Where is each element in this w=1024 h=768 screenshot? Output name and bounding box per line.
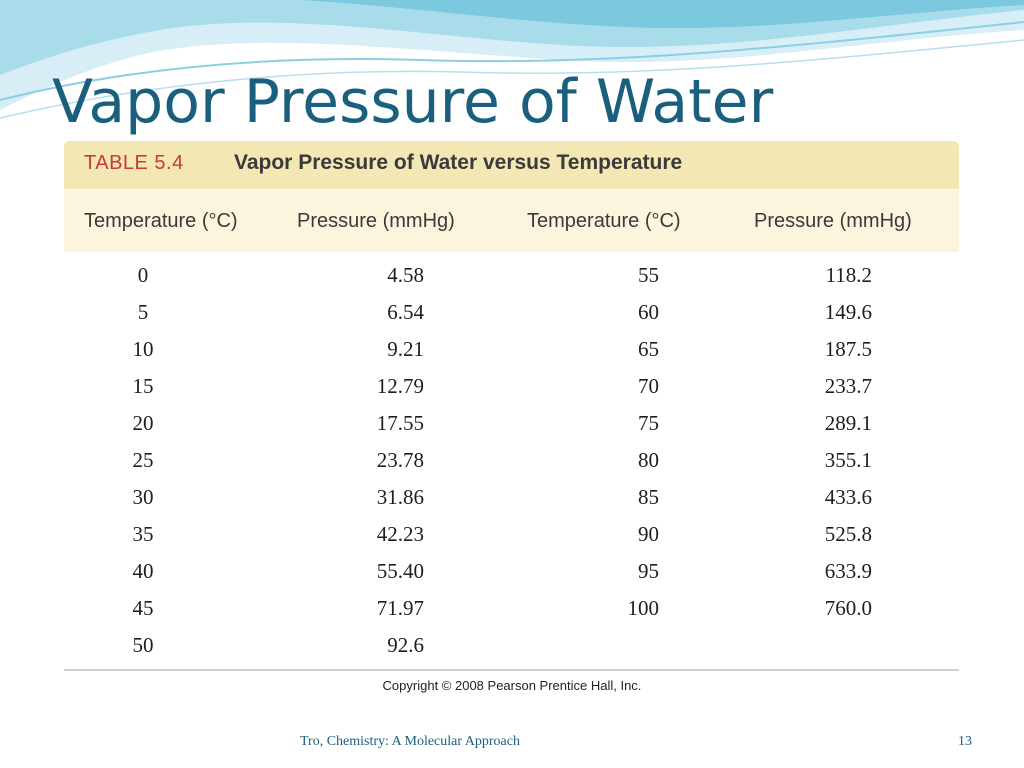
table-row: 35 42.23 90 525.8 [64,518,959,555]
cell-temperature: 5 [137,300,149,324]
cell-temperature: 55 [638,263,659,287]
table-caption: TABLE 5.4 Vapor Pressure of Water versus… [64,141,959,189]
cell-temperature: 15 [132,374,154,398]
column-header-pressure-1: Pressure (mmHg) [297,210,455,232]
cell-pressure: 289.1 [824,411,872,435]
cell-pressure: 355.1 [824,448,872,472]
cell-pressure: 525.8 [824,522,872,546]
column-header-temperature-1: Temperature (°C) [84,210,238,232]
cell-temperature: 10 [132,337,154,361]
table-row: 5 6.54 60 149.6 [64,296,959,333]
cell-temperature: 90 [638,522,659,546]
table-title: Vapor Pressure of Water versus Temperatu… [234,151,683,174]
cell-pressure: 760.0 [824,596,872,620]
cell-pressure: 149.6 [824,300,872,324]
cell-temperature: 40 [132,559,154,583]
cell-pressure: 6.54 [387,300,424,324]
cell-temperature: 20 [132,411,154,435]
table-row: 45 71.97 100 760.0 [64,592,959,629]
cell-temperature: 80 [638,448,659,472]
table-bottom-rule [64,669,959,671]
cell-temperature: 75 [638,411,659,435]
cell-temperature: 50 [132,633,154,657]
table-row: 25 23.78 80 355.1 [64,444,959,481]
cell-temperature: 65 [638,337,659,361]
table-number: TABLE 5.4 [84,152,184,174]
cell-pressure: 187.5 [824,337,872,361]
cell-pressure: 92.6 [387,633,424,657]
cell-pressure: 31.86 [376,485,424,509]
table-row: 15 12.79 70 233.7 [64,370,959,407]
cell-pressure: 17.55 [376,411,424,435]
cell-temperature: 60 [638,300,659,324]
column-header-temperature-2: Temperature (°C) [527,210,681,232]
cell-temperature: 100 [627,596,660,620]
cell-pressure: 71.97 [376,596,424,620]
cell-pressure: 233.7 [824,374,872,398]
cell-temperature: 45 [132,596,154,620]
cell-temperature: 0 [137,263,149,287]
vapor-pressure-table: TABLE 5.4 Vapor Pressure of Water versus… [64,141,959,671]
cell-pressure: 433.6 [824,485,872,509]
cell-pressure: 42.23 [376,522,424,546]
slide-number: 13 [958,734,972,749]
table-row: 20 17.55 75 289.1 [64,407,959,444]
table-row: 40 55.40 95 633.9 [64,555,959,592]
cell-temperature: 95 [638,559,659,583]
cell-temperature: 30 [132,485,154,509]
table-body: 0 4.58 55 118.2 5 6.54 60 149.6 10 9.21 … [64,259,959,666]
cell-pressure: 118.2 [825,263,872,287]
cell-pressure: 23.78 [376,448,424,472]
cell-pressure: 12.79 [376,374,424,398]
decorative-wave-banner [0,0,1024,119]
table-row: 30 31.86 85 433.6 [64,481,959,518]
cell-pressure: 55.40 [376,559,424,583]
table-row: 50 92.6 [64,629,959,666]
table-row: 10 9.21 65 187.5 [64,333,959,370]
column-header-pressure-2: Pressure (mmHg) [754,210,912,232]
table-row: 0 4.58 55 118.2 [64,259,959,296]
cell-pressure: 4.58 [387,263,424,287]
slide-title: Vapor Pressure of Water [52,67,774,137]
cell-temperature: 70 [638,374,659,398]
cell-temperature: 35 [132,522,154,546]
footer-source: Tro, Chemistry: A Molecular Approach [300,734,520,749]
table-header-row [64,190,959,252]
cell-temperature: 85 [638,485,659,509]
copyright-notice: Copyright © 2008 Pearson Prentice Hall, … [382,678,642,693]
cell-pressure: 633.9 [824,559,872,583]
cell-pressure: 9.21 [387,337,424,361]
cell-temperature: 25 [132,448,154,472]
